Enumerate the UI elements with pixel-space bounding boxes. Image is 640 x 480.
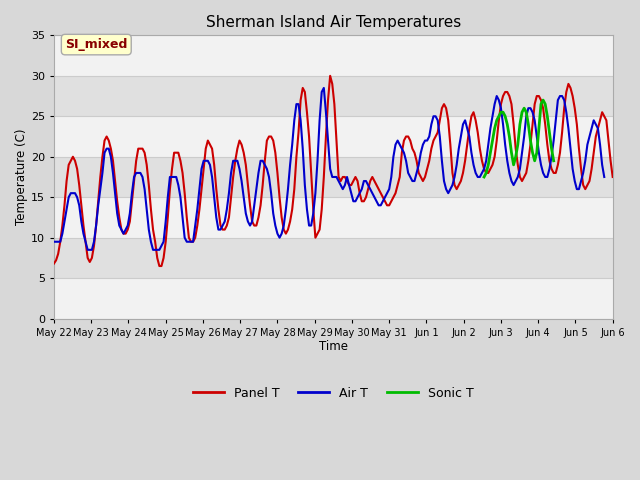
Bar xyxy=(54,278,612,319)
X-axis label: Time: Time xyxy=(319,340,348,353)
Bar xyxy=(54,238,612,278)
Bar xyxy=(54,116,612,157)
Title: Sherman Island Air Temperatures: Sherman Island Air Temperatures xyxy=(205,15,461,30)
Bar xyxy=(54,36,612,76)
Bar xyxy=(54,157,612,197)
Legend: Panel T, Air T, Sonic T: Panel T, Air T, Sonic T xyxy=(188,382,479,405)
Text: SI_mixed: SI_mixed xyxy=(65,38,127,51)
Bar xyxy=(54,197,612,238)
Bar xyxy=(54,76,612,116)
Y-axis label: Temperature (C): Temperature (C) xyxy=(15,129,28,225)
